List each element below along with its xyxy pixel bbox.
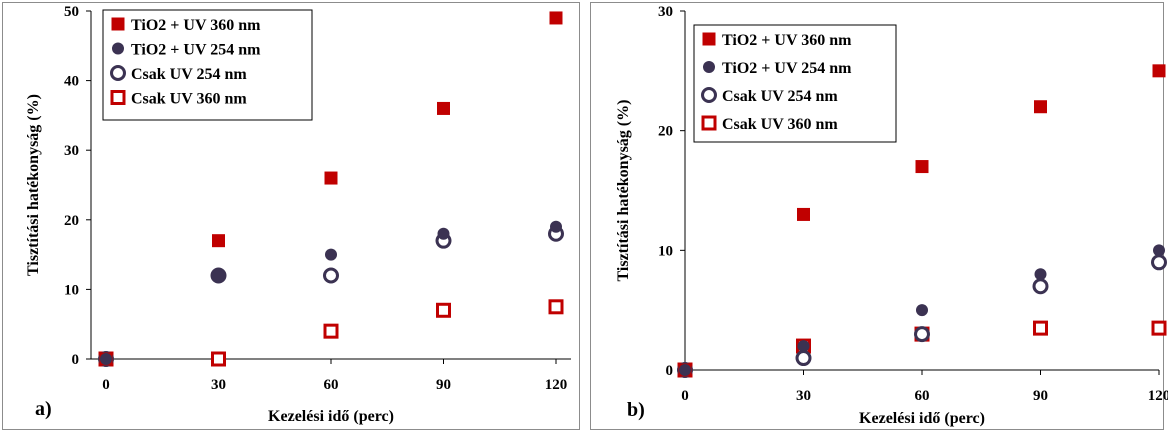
data-point-filled-square	[212, 234, 225, 248]
y-tick-label: 30	[658, 4, 673, 20]
data-point-open-square	[323, 323, 339, 339]
x-tick-label: 0	[102, 377, 110, 393]
x-tick-label: 60	[324, 377, 339, 393]
chart-panel-b: 0 10 20 30 0 30 60 90 120 Tisztítási hatékonyság …	[590, 2, 1168, 430]
y-axis-title: Tisztítási hatékonyság (%)	[615, 100, 632, 282]
data-point-open-circle	[323, 267, 339, 284]
legend-marker	[112, 42, 124, 55]
data-point-filled-circle	[212, 269, 225, 282]
panel-label: a)	[35, 398, 52, 420]
data-point-open-square	[1151, 320, 1167, 336]
data-point-open-square	[211, 351, 226, 367]
x-tick-label: 30	[211, 377, 226, 393]
data-point-filled-square	[1152, 64, 1166, 78]
data-point-filled-square	[324, 171, 338, 185]
legend-entry-label: TiO2 + UV 360 nm	[131, 17, 261, 34]
legend-box	[102, 9, 313, 121]
legend-marker	[701, 87, 717, 103]
y-tick-label: 0	[666, 363, 674, 379]
data-point-filled-circle	[1034, 268, 1047, 281]
data-point-filled-square	[797, 207, 810, 221]
data-point-open-circle	[1151, 254, 1167, 271]
y-tick-label: 0	[72, 352, 80, 368]
x-tick-label: 0	[681, 388, 689, 404]
data-point-filled-square	[549, 11, 563, 25]
y-tick-label: 50	[64, 4, 79, 20]
data-point-open-circle	[1032, 278, 1049, 295]
panel-label: b)	[627, 399, 645, 421]
chart-a-svg: 0 10 20 30 40 50 0 30 60 90 120 Tisztítási hatékony…	[25, 4, 571, 425]
x-tick-label: 90	[436, 377, 451, 393]
x-axis-title: Kezelési idő (perc)	[859, 410, 985, 427]
data-point-filled-square	[437, 101, 450, 115]
data-point-filled-circle	[437, 227, 450, 240]
x-tick-label: 30	[796, 388, 811, 404]
data-point-filled-circle	[550, 220, 562, 233]
data-point-filled-circle	[916, 304, 928, 317]
data-point-open-square	[436, 302, 451, 318]
data-point-open-square	[1033, 320, 1048, 336]
data-point-filled-circle	[325, 248, 337, 261]
legend-entry-label: Csak UV 254 nm	[722, 88, 838, 105]
legend-marker	[110, 90, 126, 105]
x-tick-label: 60	[915, 388, 930, 404]
data-point-filled-circle	[797, 340, 810, 353]
legend-marker	[701, 115, 717, 131]
legend-entry-label: TiO2 + UV 254 nm	[722, 60, 852, 77]
x-tick-label: 90	[1033, 388, 1048, 404]
chart-panel-a: 0 10 20 30 40 50 0 30 60 90 120 Tisztítási hatékony…	[2, 2, 580, 430]
x-tick-label: 120	[1148, 388, 1168, 404]
data-point-filled-circle	[679, 364, 691, 376]
legend-marker	[110, 65, 126, 81]
data-point-open-circle	[795, 350, 812, 367]
legend-marker	[111, 17, 125, 31]
legend-entry-label: Csak UV 360 nm	[131, 91, 247, 108]
legend-entry-label: Csak UV 254 nm	[131, 66, 247, 83]
legend-entry-label: Csak UV 360 nm	[722, 116, 838, 133]
legend-entry-label: TiO2 + UV 254 nm	[131, 42, 261, 59]
y-axis-title: Tisztítási hatékonyság (%)	[25, 94, 42, 276]
data-point-filled-square	[915, 160, 929, 174]
legend-entry-label: TiO2 + UV 360 nm	[722, 32, 852, 49]
legend-box	[693, 24, 897, 143]
data-point-filled-circle	[1153, 244, 1165, 257]
data-point-open-square	[548, 299, 564, 315]
legend-marker	[703, 61, 715, 73]
x-tick-label: 120	[545, 377, 568, 393]
data-point-open-circle	[914, 326, 930, 343]
chart-b-svg: 0 10 20 30 0 30 60 90 120 Tisztítási hatékonyság …	[615, 4, 1168, 427]
data-point-filled-circle	[100, 353, 112, 365]
data-point-filled-square	[1034, 100, 1047, 114]
y-tick-label: 20	[64, 213, 79, 229]
y-tick-label: 20	[658, 124, 673, 140]
y-tick-label: 40	[64, 74, 79, 90]
y-tick-label: 30	[64, 143, 79, 159]
legend-marker	[702, 32, 716, 46]
x-axis-title: Kezelési idő (perc)	[268, 408, 394, 425]
y-tick-label: 10	[658, 243, 673, 259]
y-tick-label: 10	[64, 282, 79, 298]
